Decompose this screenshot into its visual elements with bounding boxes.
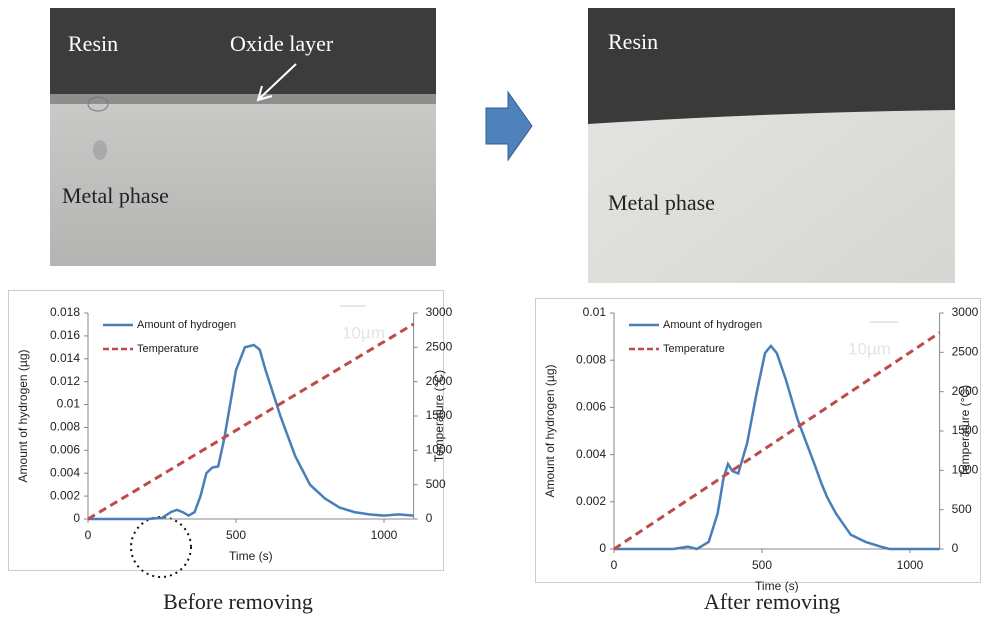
image-label: Metal phase xyxy=(608,190,715,215)
image-label: Oxide layer xyxy=(230,31,334,56)
y-tick-label: 0.01 xyxy=(57,397,81,411)
scale-bar-label: 10µm xyxy=(342,323,385,342)
y2-tick-label: 500 xyxy=(952,502,972,516)
y-tick-label: 0 xyxy=(599,541,606,555)
y2-tick-label: 3000 xyxy=(426,305,453,319)
x-tick-label: 1000 xyxy=(371,528,398,542)
legend-label: Temperature xyxy=(663,343,725,355)
y-tick-label: 0 xyxy=(73,511,80,525)
y-axis-label: Amount of hydrogen (µg) xyxy=(16,350,30,483)
scale-bar-label: 10µm xyxy=(848,339,891,358)
y2-tick-label: 500 xyxy=(426,477,446,491)
figure: Resin Oxide layer Metal phase Resin Meta… xyxy=(0,0,996,619)
resin-region xyxy=(588,8,955,124)
y-tick-label: 0.012 xyxy=(50,374,80,388)
y2-tick-label: 2500 xyxy=(426,340,453,354)
legend-label: Amount of hydrogen xyxy=(137,319,236,331)
x-axis-label: Time (s) xyxy=(755,579,799,593)
y2-tick-label: 0 xyxy=(426,511,433,525)
y-tick-label: 0.004 xyxy=(50,465,80,479)
y-tick-label: 0.006 xyxy=(50,443,80,457)
y2-axis-label: Temperature (°C) xyxy=(958,385,972,477)
y-tick-label: 0.016 xyxy=(50,328,80,342)
legend-label: Temperature xyxy=(137,343,199,355)
defect xyxy=(93,140,107,160)
y2-tick-label: 2500 xyxy=(952,345,979,359)
x-tick-label: 0 xyxy=(85,528,92,542)
x-tick-label: 0 xyxy=(611,558,618,572)
y2-axis-label: Temperature (°C) xyxy=(432,370,446,462)
x-tick-label: 1000 xyxy=(897,558,924,572)
y-tick-label: 0.002 xyxy=(576,494,606,508)
y2-tick-label: 3000 xyxy=(952,305,979,319)
y-tick-label: 0.008 xyxy=(576,352,606,366)
y-tick-label: 0.018 xyxy=(50,305,80,319)
y-tick-label: 0.006 xyxy=(576,400,606,414)
y-tick-label: 0.004 xyxy=(576,447,606,461)
micrograph-before: Resin Oxide layer Metal phase xyxy=(50,8,436,266)
image-label: Resin xyxy=(608,29,658,54)
y2-tick-label: 0 xyxy=(952,541,959,555)
transition-arrow xyxy=(486,92,532,160)
image-label: Metal phase xyxy=(62,183,169,208)
y-tick-label: 0.014 xyxy=(50,351,80,365)
y-axis-label: Amount of hydrogen (µg) xyxy=(543,365,557,498)
x-tick-label: 500 xyxy=(226,528,246,542)
x-tick-label: 500 xyxy=(752,558,772,572)
y-tick-label: 0.008 xyxy=(50,420,80,434)
x-axis-label: Time (s) xyxy=(229,549,273,563)
chart-frame xyxy=(536,299,981,583)
micrograph-after: Resin Metal phase xyxy=(588,8,955,283)
y-tick-label: 0.002 xyxy=(50,488,80,502)
legend-label: Amount of hydrogen xyxy=(663,319,762,331)
image-label: Resin xyxy=(68,31,118,56)
caption: Before removing xyxy=(163,589,313,614)
y-tick-label: 0.01 xyxy=(583,305,607,319)
